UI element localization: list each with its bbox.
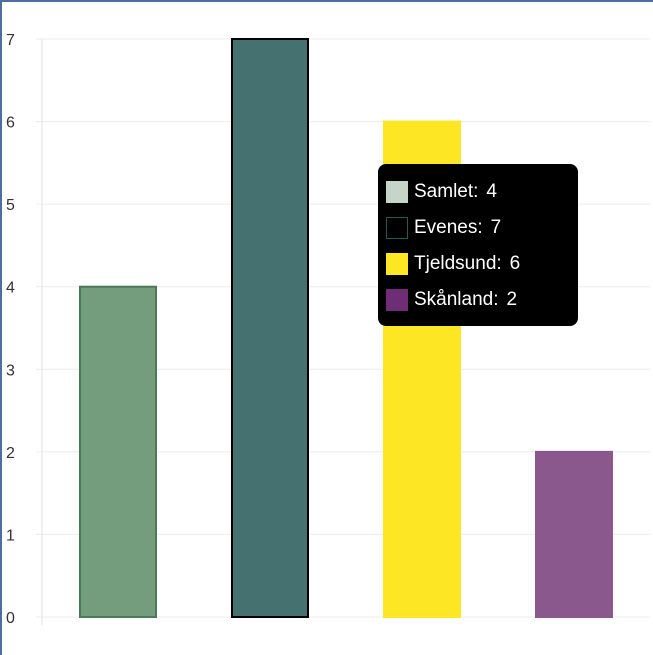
tooltip-label-tjeldsund: Tjeldsund [414,253,497,274]
y-tick-label-5: 5 [6,197,15,214]
tooltip-swatch-evenes [386,217,408,239]
chart-tooltip: Samlet: 4 Evenes: 7 Tjeldsund: 6 Skånland: 2 [378,164,578,326]
bar-sk-nland [535,450,613,618]
tooltip-value-skanland: 2 [506,289,518,310]
bar-samlet [79,285,157,618]
y-tick-label-7: 7 [6,32,15,49]
y-tick-label-6: 6 [6,115,15,132]
tooltip-label-evenes: Evenes [414,217,478,238]
tooltip-row-evenes: Evenes: 7 [386,210,570,246]
bar-evenes [231,38,309,618]
y-tick-label-2: 2 [6,445,15,462]
tooltip-value-samlet: 4 [486,181,497,202]
tooltip-value-evenes: 7 [490,217,502,238]
tooltip-swatch-skanland [386,289,408,311]
tooltip-label-skanland: Skånland [414,289,494,310]
y-tick-label-0: 0 [6,610,15,627]
y-tick-label-4: 4 [6,280,15,297]
tooltip-row-samlet: Samlet: 4 [386,174,570,210]
tooltip-label-samlet: Samlet [414,181,474,202]
tooltip-swatch-samlet [386,181,408,203]
tooltip-swatch-tjeldsund [386,253,408,275]
tooltip-value-tjeldsund: 6 [509,253,521,274]
y-tick-label-1: 1 [6,527,15,544]
y-tick-label-3: 3 [6,362,15,379]
tooltip-row-tjeldsund: Tjeldsund: 6 [386,246,570,282]
tooltip-row-skanland: Skånland: 2 [386,282,570,318]
